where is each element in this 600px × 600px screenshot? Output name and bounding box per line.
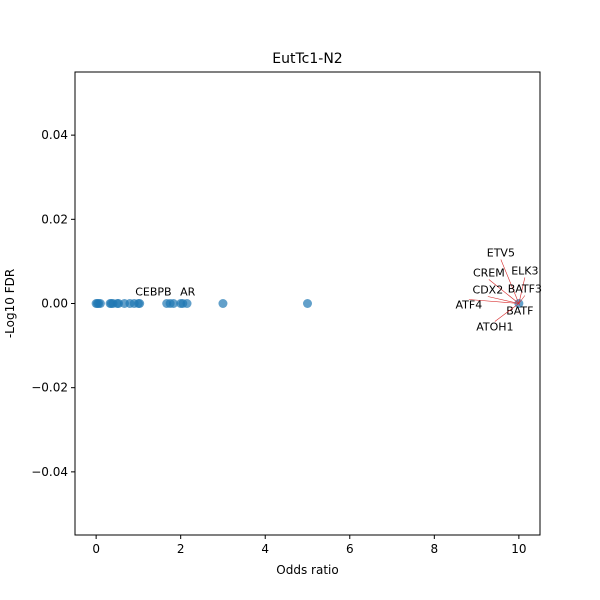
y-axis-label: -Log10 FDR <box>3 269 17 338</box>
y-axis-ticks: −0.04 −0.02 0.00 0.02 0.04 <box>31 128 75 479</box>
annotation-label: CREM <box>473 267 505 280</box>
annotation-label: AR <box>180 286 196 299</box>
annotation-connector <box>494 303 520 322</box>
data-point <box>95 299 105 308</box>
x-tick-label: 10 <box>511 542 526 556</box>
annotations: CEBPB AR ETV5 ELK3 CREM CDX2 BATF3 ATF4 BATF ATOH… <box>135 247 542 334</box>
data-point <box>303 299 312 308</box>
annotation-label: ATF4 <box>456 299 483 312</box>
annotation-label: ATOH1 <box>476 321 513 334</box>
annotation-connector <box>518 303 521 306</box>
y-tick-label: 0.04 <box>41 128 68 142</box>
data-point <box>182 299 192 308</box>
x-tick-label: 4 <box>261 542 269 556</box>
y-tick-label: −0.04 <box>31 465 68 479</box>
annotation-connector <box>488 279 520 304</box>
x-tick-label: 0 <box>92 542 100 556</box>
data-point <box>168 299 178 308</box>
annotation-connector <box>468 299 519 304</box>
annotation-connector <box>518 277 526 304</box>
y-tick-label: −0.02 <box>31 381 68 395</box>
x-tick-label: 8 <box>430 542 438 556</box>
annotation-label: BATF3 <box>508 283 542 296</box>
x-tick-label: 6 <box>346 542 354 556</box>
annotation-label: ELK3 <box>511 265 538 278</box>
annotation-connector <box>518 295 526 304</box>
annotation-connector <box>487 296 519 304</box>
x-axis-ticks: 0 2 4 6 8 10 <box>92 535 527 556</box>
annotation-label: CDX2 <box>473 284 504 297</box>
annotation-label: CEBPB <box>135 286 171 299</box>
annotation-label: BATF <box>506 305 533 318</box>
annotation-connector <box>500 259 520 304</box>
y-tick-label: 0.02 <box>41 212 68 226</box>
y-tick-label: 0.00 <box>41 297 68 311</box>
x-axis-label: Odds ratio <box>276 563 338 577</box>
data-point <box>135 299 145 308</box>
x-tick-label: 2 <box>177 542 185 556</box>
annotation-label: ETV5 <box>487 247 515 260</box>
data-point <box>218 299 228 308</box>
chart-title: EutTc1-N2 <box>272 51 342 67</box>
data-marks <box>91 299 524 308</box>
